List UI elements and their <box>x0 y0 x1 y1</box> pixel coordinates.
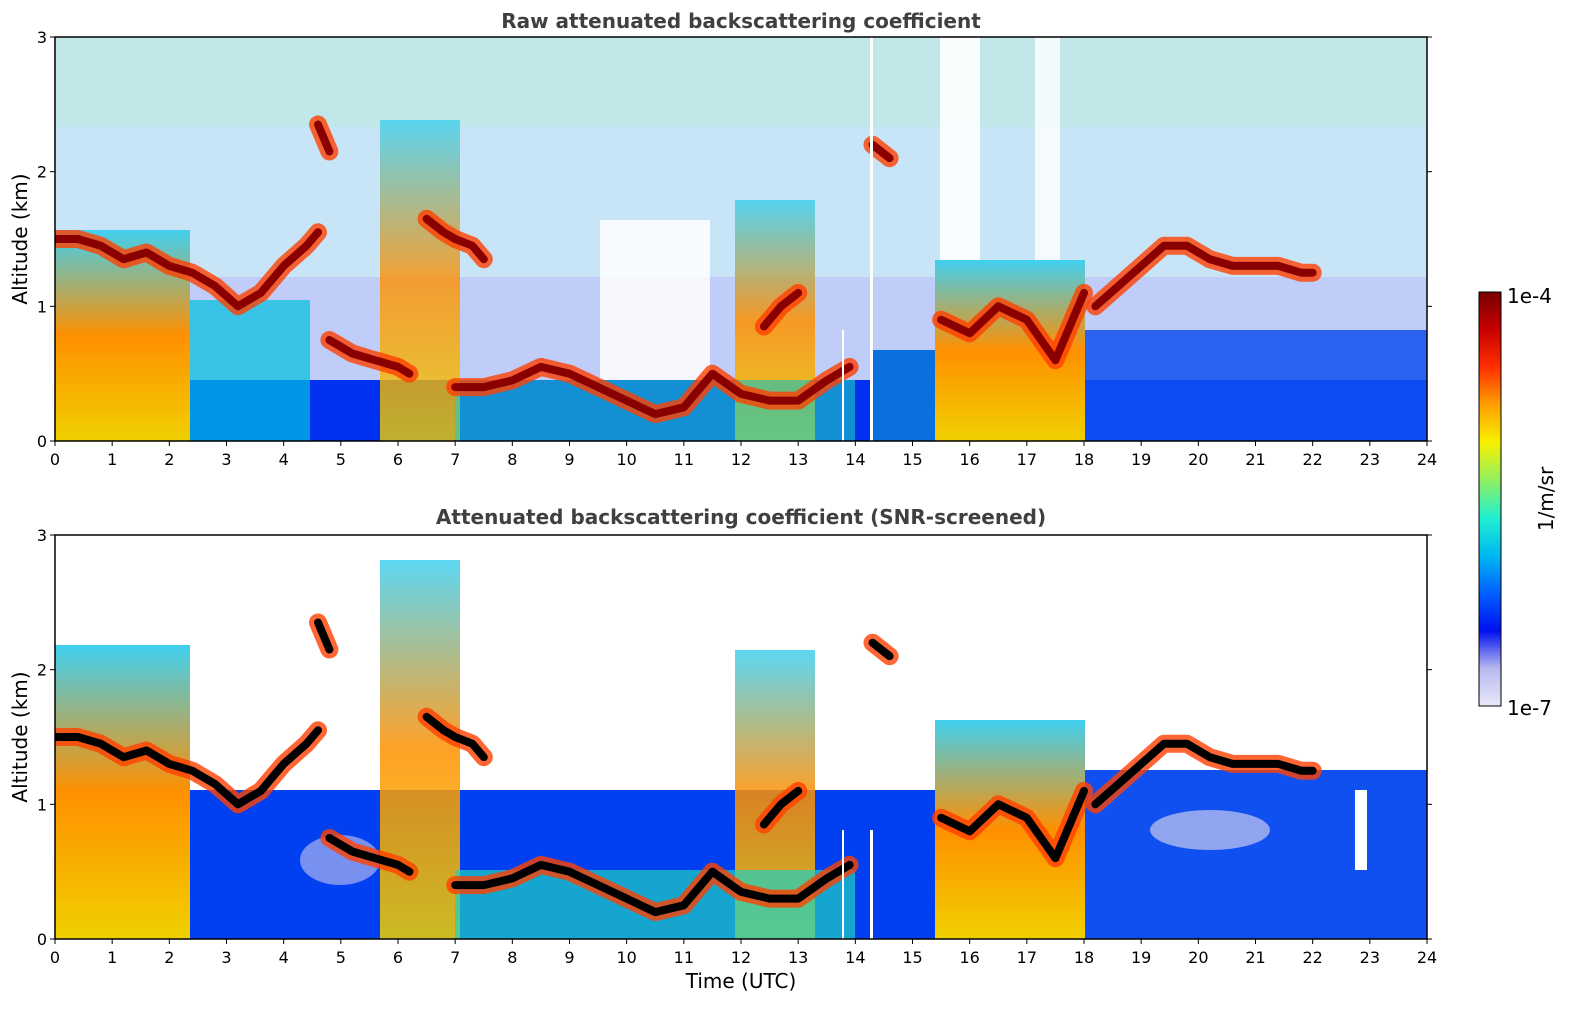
raw-x-tick-label: 18 <box>1074 450 1094 469</box>
snr-x-axis: 0 1 2 3 4 5 6 7 8 9 10 11 12 13 14 15 16 17 18 19 20 21 22 23 24 <box>50 939 1437 967</box>
snr-y-tick-label: 0 <box>37 930 47 949</box>
snr-x-tick-label: 8 <box>507 948 517 967</box>
cloud-layer <box>422 214 488 264</box>
colorbar-gradient <box>1478 291 1502 707</box>
cloud-layer <box>868 638 894 661</box>
raw-heatmap <box>55 37 1427 441</box>
raw-x-tick-label: 17 <box>1017 450 1037 469</box>
raw-x-tick-label: 16 <box>959 450 979 469</box>
cloud-layer <box>422 712 488 762</box>
raw-y-axis: 0 1 2 3 <box>37 28 1432 451</box>
cloud-layer <box>55 726 322 809</box>
snr-x-tick-label: 6 <box>393 948 403 967</box>
raw-x-tick-label: 11 <box>674 450 694 469</box>
raw-y-tick-label: 3 <box>37 28 47 47</box>
raw-x-axis: 0 1 2 3 4 5 6 7 8 9 10 11 12 13 14 15 16 17 18 19 20 21 22 23 24 <box>50 441 1437 469</box>
raw-x-tick-label: 8 <box>507 450 517 469</box>
snr-x-tick-label: 18 <box>1074 948 1094 967</box>
snr-x-tick-label: 20 <box>1188 948 1208 967</box>
snr-x-tick-label: 4 <box>279 948 289 967</box>
raw-x-tick-label: 21 <box>1245 450 1265 469</box>
raw-x-tick-label: 10 <box>616 450 636 469</box>
raw-x-tick-label: 1 <box>107 450 117 469</box>
raw-x-tick-label: 23 <box>1360 450 1380 469</box>
cloud-layer <box>1091 739 1317 809</box>
raw-x-tick-label: 2 <box>164 450 174 469</box>
raw-x-tick-label: 14 <box>845 450 865 469</box>
colorbar: 1e-4 1e-7 1/m/sr <box>1478 284 1558 720</box>
snr-x-tick-label: 1 <box>107 948 117 967</box>
snr-x-tick-label: 19 <box>1131 948 1151 967</box>
snr-x-tick-label: 11 <box>674 948 694 967</box>
raw-x-tick-label: 7 <box>450 450 460 469</box>
raw-x-tick-label: 24 <box>1417 450 1437 469</box>
cloud-layer <box>451 362 854 419</box>
snr-panel-title: Attenuated backscattering coefficient (S… <box>436 505 1046 529</box>
snr-y-tick-label: 2 <box>37 661 47 680</box>
raw-x-tick-label: 13 <box>788 450 808 469</box>
colorbar-max-label: 1e-4 <box>1507 284 1552 308</box>
snr-x-tick-label: 9 <box>564 948 574 967</box>
snr-screened-panel: Attenuated backscattering coefficient (S… <box>8 505 1437 993</box>
cloud-layer <box>759 786 803 829</box>
raw-x-tick-label: 0 <box>50 450 60 469</box>
snr-x-tick-label: 0 <box>50 948 60 967</box>
colorbar-min-label: 1e-7 <box>1507 696 1552 720</box>
snr-x-tick-label: 7 <box>450 948 460 967</box>
cloud-layer <box>451 860 854 917</box>
raw-x-tick-label: 6 <box>393 450 403 469</box>
cloud-layer <box>937 786 1088 863</box>
raw-y-axis-label: Altitude (km) <box>8 173 32 304</box>
raw-backscatter-panel: Raw attenuated backscattering coefficien… <box>8 9 1437 469</box>
raw-x-tick-label: 20 <box>1188 450 1208 469</box>
raw-y-tick-label: 0 <box>37 432 47 451</box>
raw-x-tick-label: 4 <box>279 450 289 469</box>
snr-x-tick-label: 14 <box>845 948 865 967</box>
snr-x-tick-label: 24 <box>1417 948 1437 967</box>
cloud-layer <box>325 834 414 876</box>
raw-x-tick-label: 5 <box>336 450 346 469</box>
snr-x-tick-label: 10 <box>616 948 636 967</box>
snr-x-tick-label: 23 <box>1360 948 1380 967</box>
snr-y-tick-label: 1 <box>37 795 47 814</box>
snr-x-tick-label: 17 <box>1017 948 1037 967</box>
raw-x-tick-label: 12 <box>731 450 751 469</box>
raw-x-tick-label: 15 <box>902 450 922 469</box>
raw-x-tick-label: 9 <box>564 450 574 469</box>
snr-x-tick-label: 5 <box>336 948 346 967</box>
x-axis-label: Time (UTC) <box>685 969 797 993</box>
snr-y-tick-label: 3 <box>37 526 47 545</box>
snr-x-tick-label: 16 <box>959 948 979 967</box>
snr-heatmap <box>55 535 1427 939</box>
cloud-layers <box>55 115 1322 424</box>
snr-x-tick-label: 21 <box>1245 948 1265 967</box>
raw-x-tick-label: 19 <box>1131 450 1151 469</box>
cloud-layer <box>314 120 334 156</box>
cloud-layer <box>55 228 322 311</box>
raw-y-tick-label: 1 <box>37 297 47 316</box>
snr-x-tick-label: 3 <box>221 948 231 967</box>
snr-x-tick-label: 22 <box>1302 948 1322 967</box>
raw-y-tick-label: 2 <box>37 163 47 182</box>
cloud-layers-screened <box>55 613 1322 922</box>
colorbar-unit-label: 1/m/sr <box>1534 466 1558 531</box>
snr-x-tick-label: 2 <box>164 948 174 967</box>
raw-panel-title: Raw attenuated backscattering coefficien… <box>501 9 981 33</box>
raw-x-tick-label: 22 <box>1302 450 1322 469</box>
snr-x-tick-label: 15 <box>902 948 922 967</box>
snr-y-axis-label: Altitude (km) <box>8 671 32 802</box>
cloud-layer <box>759 288 803 331</box>
raw-x-tick-label: 3 <box>221 450 231 469</box>
snr-x-tick-label: 13 <box>788 948 808 967</box>
cloud-layer <box>314 618 334 654</box>
cloud-layer <box>325 336 414 378</box>
cloud-layer <box>937 288 1088 365</box>
snr-y-axis: 0 1 2 3 <box>37 526 1432 949</box>
snr-x-tick-label: 12 <box>731 948 751 967</box>
cloud-layer <box>1091 241 1317 311</box>
cloud-layer <box>868 140 894 163</box>
